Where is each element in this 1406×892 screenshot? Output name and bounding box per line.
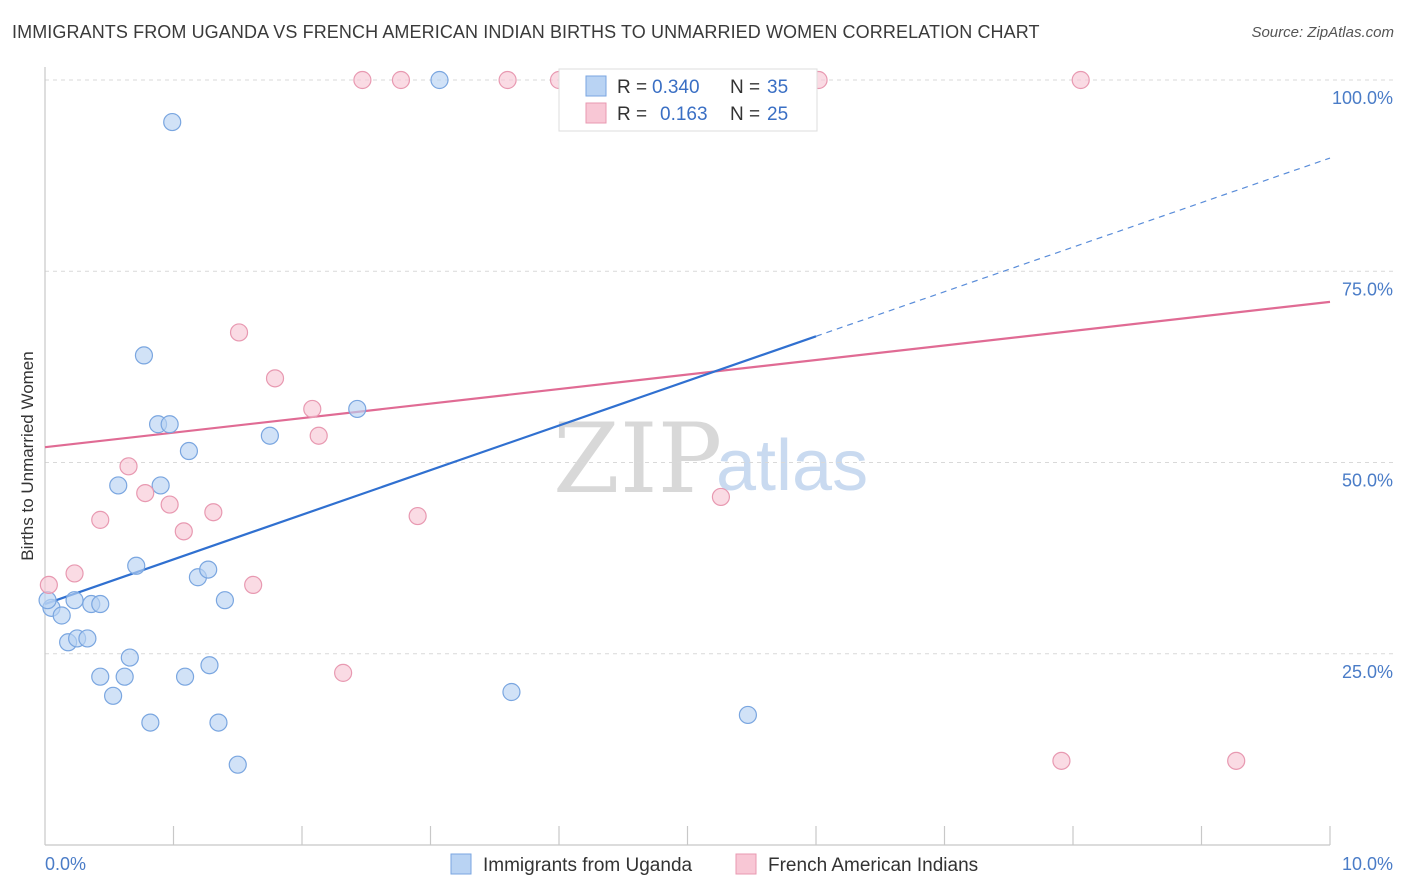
french-point-4 xyxy=(136,484,155,503)
uganda-point-30 xyxy=(430,70,449,90)
uganda-point-17 xyxy=(151,476,170,495)
watermark-atlas: atlas xyxy=(716,426,868,506)
uganda-point-10 xyxy=(109,476,128,495)
correlation-legend: R = 0.340 N = 35 R = 0.163 N = 25 xyxy=(558,68,818,132)
trend-line-french xyxy=(44,300,1331,449)
legend-n-value-1: 35 xyxy=(767,77,788,98)
gridlines xyxy=(45,79,1394,655)
source-label: Source: ZipAtlas.com xyxy=(1251,24,1394,41)
uganda-point-25 xyxy=(209,713,228,732)
trend-line-uganda-extension xyxy=(815,157,1331,337)
uganda-point-8 xyxy=(91,667,110,686)
uganda-point-31 xyxy=(502,682,521,702)
y-tick-label-1: 50.0% xyxy=(1342,471,1393,491)
trend-lines xyxy=(44,157,1331,606)
french-point-22 xyxy=(1071,70,1090,90)
legend-n-value-2: 25 xyxy=(767,104,788,125)
uganda-point-3 xyxy=(65,591,84,610)
uganda-point-27 xyxy=(228,755,247,774)
french-point-7 xyxy=(204,503,223,522)
uganda-point-26 xyxy=(215,591,234,610)
uganda-point-28 xyxy=(260,426,279,445)
uganda-point-15 xyxy=(141,713,160,732)
x-tick-label-1: 10.0% xyxy=(1342,854,1393,874)
legend-n-label-2: N = xyxy=(730,104,760,125)
tick-labels: 25.0% 50.0% 75.0% 100.0% 0.0% 10.0% xyxy=(45,88,1393,874)
french-point-17 xyxy=(498,70,517,90)
french-point-8 xyxy=(229,323,249,342)
french-point-12 xyxy=(309,426,328,445)
french-point-3 xyxy=(119,457,138,476)
y-tick-label-2: 75.0% xyxy=(1342,279,1393,299)
legend-swatch-blue xyxy=(585,75,607,97)
uganda-point-23 xyxy=(199,560,218,579)
legend-n-label-1: N = xyxy=(730,77,760,98)
uganda-point-1 xyxy=(52,606,71,625)
legend-swatch-pink xyxy=(585,102,607,124)
series-legend: Immigrants from Uganda French American I… xyxy=(450,853,978,876)
french-point-9 xyxy=(244,575,263,595)
french-point-0 xyxy=(39,575,58,595)
uganda-point-9 xyxy=(104,686,123,705)
french-point-13 xyxy=(334,663,353,682)
legend-r-value-1: 0.340 xyxy=(652,77,700,98)
uganda-point-21 xyxy=(179,441,199,461)
bottom-legend-label-uganda: Immigrants from Uganda xyxy=(483,855,693,876)
uganda-point-11 xyxy=(115,667,134,686)
uganda-point-14 xyxy=(134,346,154,365)
french-point-16 xyxy=(408,506,427,526)
legend-r-label-1: R = xyxy=(617,77,647,98)
french-point-14 xyxy=(353,70,372,90)
y-axis-label: Births to Unmarried Women xyxy=(18,351,37,560)
uganda-point-13 xyxy=(127,556,146,575)
y-tick-label-0: 25.0% xyxy=(1342,662,1393,682)
legend-r-label-2: R = xyxy=(617,104,647,125)
french-point-5 xyxy=(160,495,179,514)
legend-r-value-2: 0.163 xyxy=(660,104,708,125)
uganda-point-20 xyxy=(175,667,195,686)
y-tick-label-3: 100.0% xyxy=(1332,88,1393,108)
chart-title: IMMIGRANTS FROM UGANDA VS FRENCH AMERICA… xyxy=(12,22,1040,42)
x-tick-marks xyxy=(172,826,1331,845)
trend-line-uganda xyxy=(44,335,817,606)
french-point-15 xyxy=(391,70,411,90)
bottom-legend-swatch-french xyxy=(735,853,757,875)
french-point-23 xyxy=(1052,751,1071,770)
uganda-point-12 xyxy=(120,648,139,667)
french-point-19 xyxy=(711,487,731,507)
uganda-point-7 xyxy=(91,594,110,614)
french-point-24 xyxy=(1227,751,1246,770)
uganda-point-18 xyxy=(160,415,179,434)
bottom-legend-swatch-uganda xyxy=(450,853,472,875)
french-point-1 xyxy=(65,564,84,583)
watermark-zip: ZIP xyxy=(553,403,722,515)
uganda-point-24 xyxy=(200,656,219,675)
uganda-point-32 xyxy=(738,705,757,725)
uganda-point-34 xyxy=(38,591,57,610)
french-point-6 xyxy=(174,522,193,541)
bottom-legend-label-french: French American Indians xyxy=(768,855,978,876)
uganda-point-19 xyxy=(163,112,182,132)
french-point-2 xyxy=(91,510,110,529)
data-points xyxy=(38,70,1246,774)
french-point-11 xyxy=(303,399,322,419)
x-tick-label-0: 0.0% xyxy=(45,854,86,874)
uganda-point-29 xyxy=(348,399,367,419)
uganda-point-5 xyxy=(78,629,97,648)
french-point-10 xyxy=(265,369,285,388)
